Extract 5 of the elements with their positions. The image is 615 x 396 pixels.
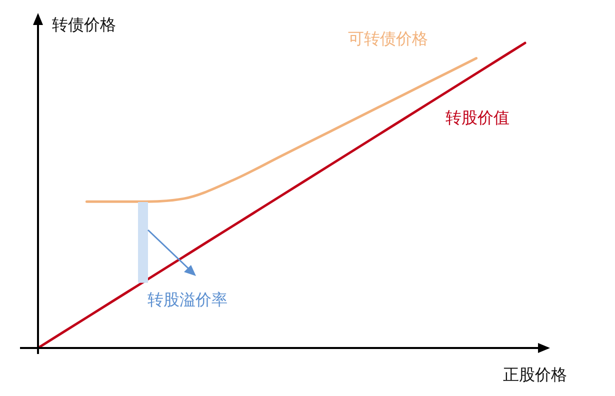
series-label: 可转债价格 (348, 28, 428, 50)
x-axis-title: 正股价格 (503, 364, 567, 386)
series-label: 转股价值 (446, 108, 510, 128)
y-axis-title: 转债价格 (52, 14, 116, 36)
annotation: 转股溢价率 (148, 290, 228, 311)
